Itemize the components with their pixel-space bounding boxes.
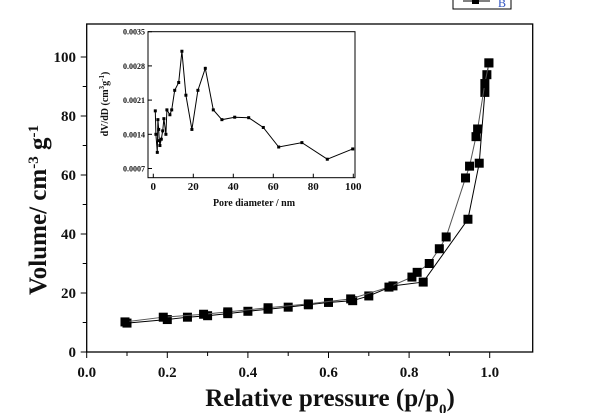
inset-data-point bbox=[154, 132, 158, 136]
data-point bbox=[471, 132, 481, 142]
data-point bbox=[324, 297, 333, 307]
data-point bbox=[364, 291, 374, 301]
inset-data-point bbox=[190, 127, 194, 131]
data-point bbox=[465, 161, 475, 171]
y-axis-label: Volume/ cm-3 g-1 bbox=[25, 125, 52, 295]
inset-x-tick-label: 20 bbox=[188, 181, 200, 193]
inset-y-tick-label: 0.0014 bbox=[123, 130, 145, 139]
inset-data-point bbox=[261, 125, 265, 129]
inset-data-point bbox=[159, 137, 163, 141]
inset-data-point bbox=[158, 144, 162, 148]
y-tick-label: 0 bbox=[69, 345, 77, 361]
data-point bbox=[182, 312, 192, 322]
data-point bbox=[120, 317, 130, 327]
y-tick-label: 80 bbox=[61, 109, 76, 125]
x-tick-label: 1.0 bbox=[480, 365, 499, 381]
inset-data-point bbox=[351, 147, 355, 151]
inset-data-point bbox=[247, 116, 251, 120]
inset-data-point bbox=[168, 113, 172, 117]
data-point bbox=[473, 124, 483, 134]
x-tick-label: 0.6 bbox=[319, 365, 338, 381]
data-point bbox=[199, 309, 209, 319]
data-point bbox=[158, 312, 168, 322]
data-point bbox=[223, 307, 233, 317]
data-point bbox=[303, 299, 313, 309]
data-point bbox=[412, 267, 422, 277]
data-point bbox=[474, 158, 484, 168]
data-point bbox=[263, 303, 273, 313]
inset-y-axis-label: dV/dD (cm3g-1) bbox=[98, 72, 111, 137]
inset-x-axis-label: Pore diameter / nm bbox=[213, 198, 296, 209]
inset-data-point bbox=[211, 108, 215, 112]
data-point bbox=[418, 277, 428, 287]
inset-frame bbox=[147, 31, 356, 179]
y-tick-label: 20 bbox=[61, 286, 76, 302]
inset-data-point bbox=[184, 93, 188, 97]
data-point bbox=[384, 282, 394, 292]
inset-data-point bbox=[233, 115, 237, 119]
inset-data-point bbox=[156, 118, 160, 122]
x-tick-label: 0.4 bbox=[239, 365, 258, 381]
inset-y-tick-label: 0.0007 bbox=[123, 165, 145, 174]
inset-x-tick-label: 80 bbox=[308, 181, 320, 193]
data-point bbox=[441, 232, 451, 242]
inset-data-point bbox=[277, 145, 281, 149]
y-tick-label: 100 bbox=[54, 50, 77, 66]
inset-data-point bbox=[157, 127, 161, 131]
inset-y-tick-label: 0.0021 bbox=[123, 96, 145, 105]
data-point bbox=[407, 272, 417, 282]
inset-data-point bbox=[162, 117, 166, 121]
data-point bbox=[463, 214, 473, 224]
inset-data-point bbox=[220, 118, 224, 122]
inset-data-point bbox=[164, 132, 168, 136]
inset-data-point bbox=[300, 141, 304, 145]
inset-data-point bbox=[196, 88, 200, 92]
y-tick-label: 60 bbox=[61, 168, 76, 184]
data-point bbox=[461, 173, 471, 183]
inset-x-tick-label: 0 bbox=[151, 181, 157, 193]
data-point bbox=[243, 306, 253, 316]
data-point bbox=[434, 244, 444, 254]
inset-data-point bbox=[165, 108, 169, 112]
data-point bbox=[480, 87, 490, 97]
legend-marker bbox=[472, 0, 479, 4]
y-tick-label: 40 bbox=[61, 227, 76, 243]
inset-data-point bbox=[170, 108, 174, 112]
data-point bbox=[424, 259, 434, 268]
inset-x-tick-label: 100 bbox=[345, 181, 362, 193]
x-axis-label: Relative pressure (p/p0) bbox=[205, 385, 455, 413]
inset-y-tick-label: 0.0028 bbox=[123, 62, 145, 71]
inset-data-point bbox=[153, 109, 157, 113]
inset-data-point bbox=[325, 157, 329, 161]
inset-series-line bbox=[154, 51, 353, 160]
inset-data-point bbox=[203, 66, 207, 70]
x-tick-label: 0.8 bbox=[400, 365, 419, 381]
inset-data-point bbox=[180, 49, 184, 53]
inset-data-point bbox=[161, 129, 165, 133]
legend-box bbox=[452, 0, 512, 10]
inset-y-tick-label: 0.0035 bbox=[123, 28, 145, 37]
inset-data-point bbox=[155, 150, 159, 154]
inset-data-point bbox=[173, 88, 177, 92]
data-point bbox=[484, 58, 494, 68]
data-point bbox=[283, 302, 293, 312]
plot-frame bbox=[86, 23, 534, 353]
data-point bbox=[480, 79, 490, 89]
x-tick-label: 0.2 bbox=[158, 365, 177, 381]
inset-data-point bbox=[177, 81, 181, 85]
inset-data-point bbox=[157, 139, 161, 143]
x-tick-label: 0.0 bbox=[77, 365, 96, 381]
legend-label: B bbox=[498, 0, 506, 10]
inset-x-tick-label: 60 bbox=[268, 181, 280, 193]
inset-x-tick-label: 40 bbox=[228, 181, 240, 193]
data-point bbox=[346, 294, 356, 304]
